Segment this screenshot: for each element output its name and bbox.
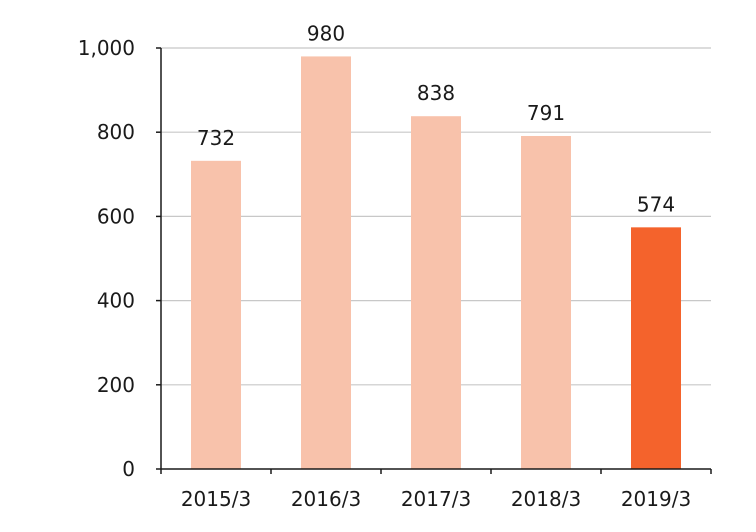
data-label: 791	[527, 101, 565, 125]
x-tick-label: 2016/3	[291, 487, 361, 511]
bar-layer	[191, 56, 681, 470]
y-tick-label: 1,000	[78, 36, 135, 60]
bar-2015-3	[191, 160, 241, 469]
axis-layer	[156, 47, 712, 474]
bar-2016-3	[301, 56, 351, 470]
y-tick-label: 800	[97, 120, 135, 144]
y-tick-label: 400	[97, 289, 135, 313]
x-tick-label: 2017/3	[401, 487, 471, 511]
bar-2017-3	[411, 116, 461, 470]
x-tick-label: 2019/3	[621, 487, 691, 511]
x-tick-label: 2018/3	[511, 487, 581, 511]
y-tick-label: 0	[122, 457, 135, 481]
data-label: 980	[307, 21, 345, 45]
data-label: 574	[637, 192, 675, 216]
y-tick-label: 600	[97, 204, 135, 228]
data-label: 838	[417, 81, 455, 105]
data-label: 732	[197, 126, 235, 150]
y-tick-label: 200	[97, 373, 135, 397]
bar-2019-3	[631, 227, 681, 469]
x-tick-label: 2015/3	[181, 487, 251, 511]
label-layer: 0 200 400 600 800 1,000 732 2015/3 980 2016/3 838 2…	[78, 21, 691, 511]
bar-2018-3	[521, 135, 571, 469]
